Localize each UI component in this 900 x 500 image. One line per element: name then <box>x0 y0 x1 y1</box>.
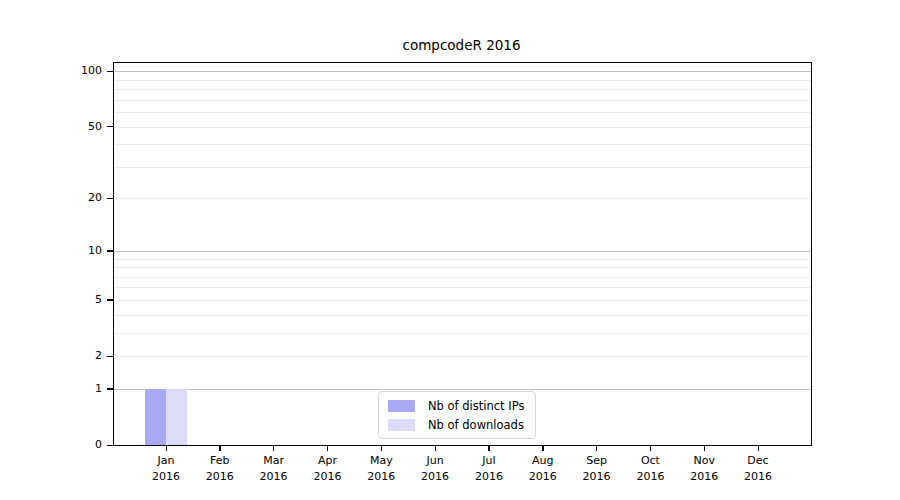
gridline-minor-90 <box>114 80 811 81</box>
y-tick-1 <box>107 388 113 389</box>
x-label-year: 2016 <box>622 469 678 485</box>
x-tick-label-sep: Sep2016 <box>569 453 625 484</box>
gridline-major-100 <box>114 71 811 72</box>
x-tick-label-nov: Nov2016 <box>676 453 732 484</box>
y-tick-label-10: 10 <box>38 243 102 259</box>
gridline-minor-2 <box>114 356 811 357</box>
gridline-minor-4 <box>114 315 811 316</box>
bar-nb-of-distinct-ips-jan <box>145 389 166 445</box>
x-label-month: Apr <box>300 453 356 469</box>
y-tick-label-20: 20 <box>38 190 102 206</box>
bar-nb-of-downloads-jan <box>166 389 187 445</box>
y-tick-label-2: 2 <box>38 348 102 364</box>
x-tick-label-dec: Dec2016 <box>730 453 786 484</box>
gridline-minor-5 <box>114 300 811 301</box>
x-label-year: 2016 <box>730 469 786 485</box>
gridline-minor-6 <box>114 287 811 288</box>
x-label-year: 2016 <box>246 469 302 485</box>
x-label-year: 2016 <box>353 469 409 485</box>
y-tick-label-1: 1 <box>38 381 102 397</box>
x-tick-label-mar: Mar2016 <box>246 453 302 484</box>
x-tick-apr <box>327 445 328 451</box>
chart-title: compcodeR 2016 <box>113 37 810 53</box>
x-tick-feb <box>219 445 220 451</box>
gridline-minor-9 <box>114 259 811 260</box>
x-label-month: May <box>353 453 409 469</box>
x-tick-label-jul: Jul2016 <box>461 453 517 484</box>
y-tick-2 <box>107 356 113 357</box>
x-label-year: 2016 <box>300 469 356 485</box>
legend-swatch-icon <box>388 400 415 412</box>
x-tick-label-may: May2016 <box>353 453 409 484</box>
legend-label: Nb of distinct IPs <box>428 399 524 413</box>
x-label-year: 2016 <box>569 469 625 485</box>
x-label-month: Aug <box>515 453 571 469</box>
legend-label: Nb of downloads <box>428 418 524 432</box>
gridline-minor-20 <box>114 198 811 199</box>
x-label-month: Feb <box>192 453 248 469</box>
gridline-minor-8 <box>114 267 811 268</box>
y-tick-100 <box>107 71 113 72</box>
gridline-major-10 <box>114 251 811 252</box>
gridline-minor-80 <box>114 89 811 90</box>
legend: Nb of distinct IPs Nb of downloads <box>378 391 536 439</box>
x-label-year: 2016 <box>138 469 194 485</box>
x-tick-mar <box>273 445 274 451</box>
x-label-year: 2016 <box>461 469 517 485</box>
x-tick-label-oct: Oct2016 <box>622 453 678 484</box>
x-tick-sep <box>596 445 597 451</box>
x-tick-label-feb: Feb2016 <box>192 453 248 484</box>
x-tick-may <box>381 445 382 451</box>
gridline-minor-7 <box>114 277 811 278</box>
x-tick-label-jun: Jun2016 <box>407 453 463 484</box>
gridline-minor-40 <box>114 144 811 145</box>
y-tick-0 <box>107 445 113 446</box>
x-tick-dec <box>758 445 759 451</box>
y-tick-label-50: 50 <box>38 119 102 135</box>
y-tick-10 <box>107 250 113 251</box>
gridline-minor-60 <box>114 112 811 113</box>
plot-area: Nb of distinct IPsNb of downloads 012510… <box>113 62 812 446</box>
x-label-month: Nov <box>676 453 732 469</box>
gridline-minor-50 <box>114 127 811 128</box>
x-tick-jul <box>488 445 489 451</box>
x-label-month: Mar <box>246 453 302 469</box>
x-label-month: Sep <box>569 453 625 469</box>
y-tick-5 <box>107 299 113 300</box>
legend-swatch-icon <box>388 419 415 431</box>
x-label-month: Oct <box>622 453 678 469</box>
x-tick-jun <box>435 445 436 451</box>
y-tick-label-5: 5 <box>38 292 102 308</box>
y-tick-20 <box>107 198 113 199</box>
legend-item-1: Nb of downloads <box>388 417 524 432</box>
x-label-year: 2016 <box>515 469 571 485</box>
x-tick-label-apr: Apr2016 <box>300 453 356 484</box>
gridline-minor-3 <box>114 333 811 334</box>
x-tick-jan <box>166 445 167 451</box>
x-tick-oct <box>650 445 651 451</box>
y-tick-label-0: 0 <box>38 437 102 453</box>
gridline-major-1 <box>114 389 811 390</box>
x-label-month: Jan <box>138 453 194 469</box>
x-tick-nov <box>704 445 705 451</box>
x-label-year: 2016 <box>676 469 732 485</box>
legend-item-0: Nb of distinct IPs <box>388 398 524 413</box>
x-label-year: 2016 <box>407 469 463 485</box>
x-tick-label-aug: Aug2016 <box>515 453 571 484</box>
x-tick-label-jan: Jan2016 <box>138 453 194 484</box>
x-label-month: Dec <box>730 453 786 469</box>
x-label-month: Jul <box>461 453 517 469</box>
gridline-minor-70 <box>114 100 811 101</box>
gridline-minor-30 <box>114 167 811 168</box>
x-label-year: 2016 <box>192 469 248 485</box>
chart-figure: compcodeR 2016 Nb of distinct IPsNb of d… <box>0 0 900 500</box>
x-tick-aug <box>542 445 543 451</box>
y-tick-50 <box>107 126 113 127</box>
y-tick-label-100: 100 <box>38 63 102 79</box>
x-label-month: Jun <box>407 453 463 469</box>
